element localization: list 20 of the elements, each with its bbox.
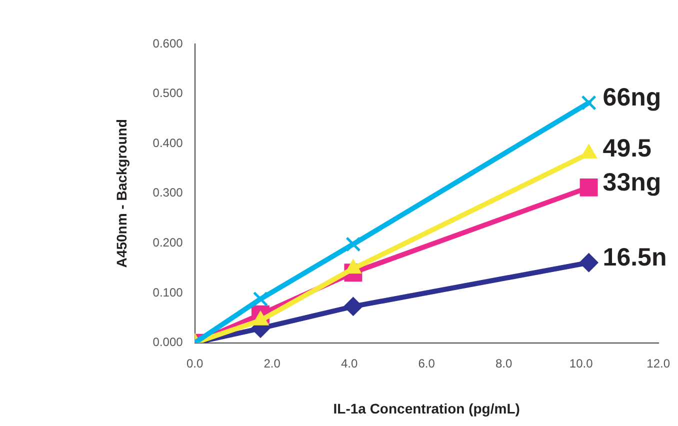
x-tick-label: 8.0 — [495, 356, 512, 370]
x-axis-title: IL-1a Concentration (pg/mL) — [333, 400, 520, 416]
y-tick-label: 0.300 — [152, 186, 184, 200]
x-tick-label: 0.0 — [186, 356, 204, 370]
y-tick-label: 0.000 — [152, 335, 184, 350]
y-axis-title: A450nm - Background — [113, 119, 130, 268]
y-tick-label: 0.200 — [152, 236, 184, 250]
x-tick-label: 12.0 — [646, 356, 670, 370]
y-tick-label: 0.100 — [152, 285, 184, 300]
x-tick-label: 10.0 — [569, 356, 594, 370]
series-label: 16.5n — [602, 244, 667, 272]
y-tick-label: 0.600 — [152, 36, 184, 50]
series-label: 33ng — [602, 168, 662, 196]
y-tick-label: 0.400 — [152, 136, 184, 150]
x-tick-label: 4.0 — [340, 356, 358, 370]
x-tick-label: 2.0 — [264, 356, 281, 370]
x-tick-label: 6.0 — [418, 356, 436, 370]
series-label: 66ng — [602, 84, 662, 112]
series-label: 49.5 — [602, 134, 652, 162]
y-tick-label: 0.500 — [152, 86, 184, 100]
